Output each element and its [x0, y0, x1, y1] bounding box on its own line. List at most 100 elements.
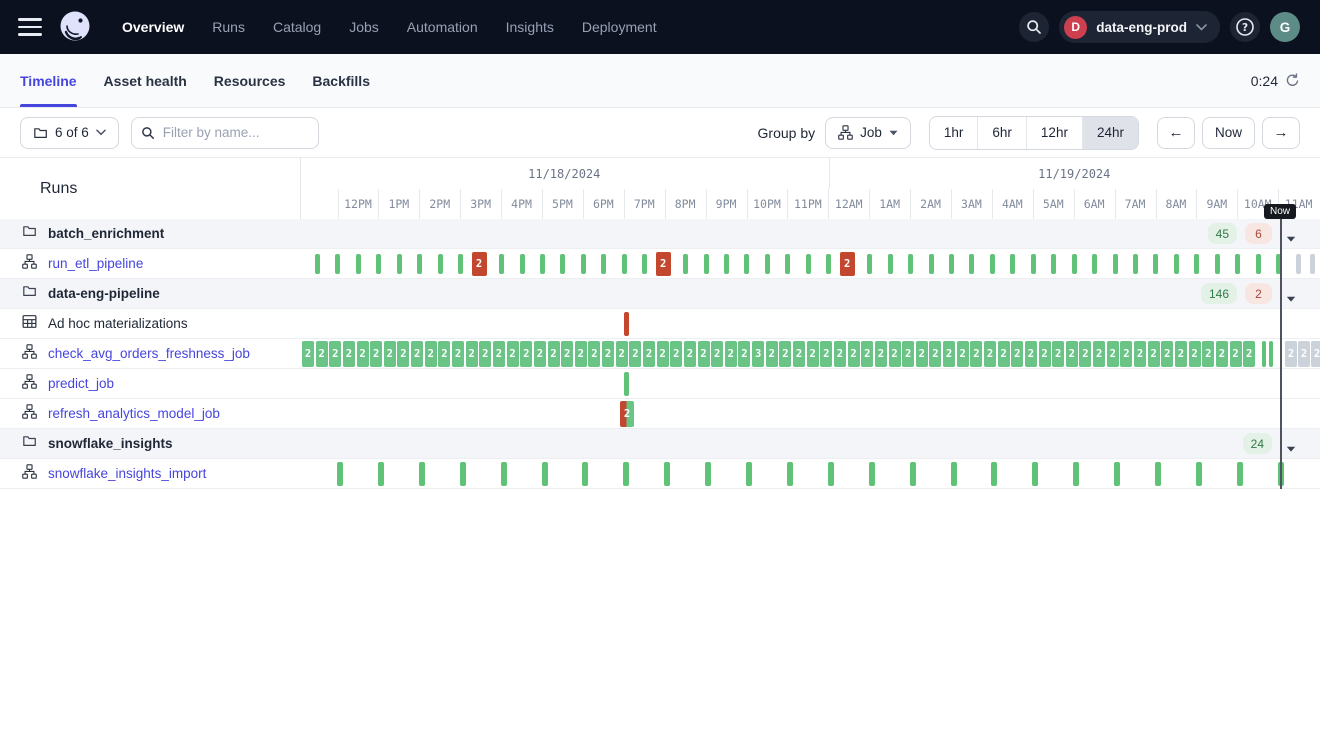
run-bar[interactable] [460, 462, 466, 486]
run-bar[interactable] [888, 254, 893, 274]
run-bar[interactable] [622, 254, 627, 274]
run-bar[interactable]: 2 [357, 341, 369, 367]
run-bar[interactable] [1133, 254, 1138, 274]
run-bar[interactable]: 2 [1189, 341, 1201, 367]
run-bar[interactable]: 2 [520, 341, 532, 367]
run-bar[interactable]: 2 [1161, 341, 1173, 367]
run-bar[interactable]: 2 [472, 252, 487, 276]
range-button-24hr[interactable]: 24hr [1082, 117, 1138, 149]
expand-caret-icon[interactable] [1286, 440, 1298, 448]
previous-period-button[interactable]: ← [1157, 117, 1195, 149]
run-bar[interactable]: 2 [316, 341, 328, 367]
run-bar[interactable] [499, 254, 504, 274]
run-bar[interactable]: 2 [1120, 341, 1132, 367]
run-bar[interactable]: 2 [1175, 341, 1187, 367]
run-bar[interactable]: 2 [1134, 341, 1146, 367]
run-bar[interactable] [601, 254, 606, 274]
run-bar[interactable] [1262, 341, 1266, 367]
run-bar[interactable] [1114, 462, 1120, 486]
run-bar[interactable]: 2 [397, 341, 409, 367]
range-button-12hr[interactable]: 12hr [1026, 117, 1082, 149]
run-bar[interactable]: 2 [1052, 341, 1064, 367]
run-bar[interactable] [704, 254, 709, 274]
run-bar[interactable]: 2 [848, 341, 860, 367]
run-bar[interactable] [867, 254, 872, 274]
run-bar[interactable] [908, 254, 913, 274]
run-bar[interactable]: 2 [1066, 341, 1078, 367]
run-bar[interactable] [1310, 254, 1315, 274]
group-by-dropdown[interactable]: Job [825, 117, 911, 149]
nav-item-insights[interactable]: Insights [492, 0, 568, 54]
run-bar[interactable]: 2 [329, 341, 341, 367]
run-bar[interactable] [1051, 254, 1056, 274]
run-bar[interactable]: 2 [534, 341, 546, 367]
run-bar[interactable] [1155, 462, 1161, 486]
run-bar[interactable]: 2 [643, 341, 655, 367]
run-bar[interactable] [826, 254, 831, 274]
run-bar[interactable] [1113, 254, 1118, 274]
run-bar[interactable]: 2 [875, 341, 887, 367]
run-bar[interactable] [1235, 254, 1240, 274]
run-bar[interactable]: 2 [1285, 341, 1297, 367]
run-bar[interactable]: 2 [889, 341, 901, 367]
run-bar[interactable] [315, 254, 320, 274]
run-bar[interactable] [335, 254, 340, 274]
run-bar[interactable]: 2 [616, 341, 628, 367]
run-bar[interactable]: 2 [1025, 341, 1037, 367]
help-icon[interactable]: ? [1230, 12, 1260, 42]
run-bar[interactable] [949, 254, 954, 274]
dagster-logo[interactable] [56, 8, 94, 46]
tab-asset-health[interactable]: Asset health [104, 54, 187, 107]
run-bar[interactable] [1296, 254, 1301, 274]
range-button-1hr[interactable]: 1hr [930, 117, 978, 149]
run-bar[interactable] [520, 254, 525, 274]
run-bar[interactable]: 2 [670, 341, 682, 367]
run-bar[interactable] [419, 462, 425, 486]
run-count-badge-success[interactable]: 24 [1243, 433, 1272, 454]
run-bar[interactable]: 2 [698, 341, 710, 367]
run-bar[interactable] [501, 462, 507, 486]
run-bar[interactable]: 2 [438, 341, 450, 367]
run-bar[interactable]: 2 [548, 341, 560, 367]
run-bar[interactable]: 2 [984, 341, 996, 367]
run-bar[interactable] [540, 254, 545, 274]
filter-by-name-input[interactable] [131, 117, 319, 149]
run-bar[interactable]: 2 [370, 341, 382, 367]
run-count-badge-success[interactable]: 45 [1208, 223, 1237, 244]
run-bar[interactable] [458, 254, 463, 274]
run-bar[interactable]: 2 [998, 341, 1010, 367]
run-bar[interactable]: 2 [657, 341, 669, 367]
row-name[interactable]: run_etl_pipeline [48, 256, 143, 271]
row-name[interactable]: check_avg_orders_freshness_job [48, 346, 250, 361]
run-bar[interactable] [1010, 254, 1015, 274]
run-bar[interactable]: 2 [820, 341, 832, 367]
run-bar[interactable]: 2 [766, 341, 778, 367]
run-bar[interactable]: 2 [916, 341, 928, 367]
row-name[interactable]: snowflake_insights_import [48, 466, 206, 481]
row-name[interactable]: refresh_analytics_model_job [48, 406, 220, 421]
run-bar[interactable]: 2 [1011, 341, 1023, 367]
run-bar[interactable]: 2 [1311, 341, 1320, 367]
run-count-badge-success[interactable]: 146 [1201, 283, 1237, 304]
tab-timeline[interactable]: Timeline [20, 54, 77, 107]
run-bar[interactable] [1032, 462, 1038, 486]
run-bar[interactable] [951, 462, 957, 486]
run-bar[interactable]: 2 [1202, 341, 1214, 367]
run-bar[interactable]: 2 [1230, 341, 1242, 367]
refresh-icon[interactable] [1285, 73, 1300, 88]
run-bar[interactable]: 3 [752, 341, 764, 367]
nav-item-jobs[interactable]: Jobs [335, 0, 393, 54]
run-bar[interactable] [560, 254, 565, 274]
run-bar[interactable] [624, 372, 629, 396]
now-button[interactable]: Now [1202, 117, 1255, 149]
run-bar[interactable] [1215, 254, 1220, 274]
run-bar[interactable]: 2 [970, 341, 982, 367]
run-bar[interactable]: 2 [575, 341, 587, 367]
run-bar[interactable]: 2 [620, 401, 634, 427]
run-bar[interactable] [724, 254, 729, 274]
run-bar[interactable] [624, 312, 629, 336]
next-period-button[interactable]: → [1262, 117, 1300, 149]
run-count-badge-failure[interactable]: 2 [1245, 283, 1272, 304]
user-avatar[interactable]: G [1270, 12, 1300, 42]
run-bar[interactable]: 2 [479, 341, 491, 367]
